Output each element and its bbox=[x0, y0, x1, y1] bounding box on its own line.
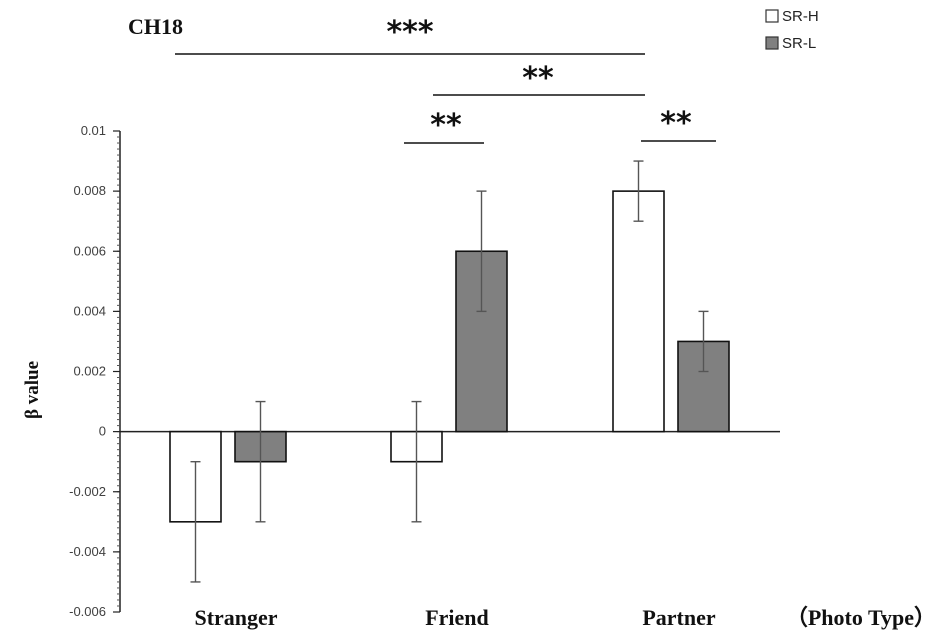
x-axis-label: （Photo Type） bbox=[786, 605, 936, 630]
significance-label: ** bbox=[430, 108, 462, 143]
significance-markers: ******* ** bbox=[175, 15, 716, 144]
y-tick-label: -0.002 bbox=[69, 484, 106, 499]
significance-label: ** bbox=[660, 106, 692, 141]
x-tick-label: Partner bbox=[642, 605, 716, 630]
legend-label: SR-L bbox=[782, 35, 816, 52]
bar-sr-h-partner bbox=[612, 190, 665, 433]
significance-label: ** bbox=[522, 61, 554, 96]
y-tick-label: -0.004 bbox=[69, 544, 106, 559]
y-axis-label: β value bbox=[22, 361, 43, 419]
x-tick-label: Friend bbox=[425, 605, 489, 630]
y-tick-label: 0 bbox=[99, 424, 106, 439]
legend: SR-H SR-L bbox=[765, 8, 819, 52]
chart-bars: Stranger Friend Partner bbox=[169, 160, 730, 630]
significance-label: *** bbox=[386, 15, 433, 50]
legend-swatch bbox=[765, 36, 779, 50]
y-tick-label: 0.004 bbox=[73, 303, 106, 318]
y-tick-label: 0.008 bbox=[73, 183, 106, 198]
y-tick-label: -0.006 bbox=[69, 604, 106, 619]
chart-title: CH18 bbox=[128, 14, 183, 39]
x-tick-label: Stranger bbox=[194, 605, 277, 630]
legend-label: SR-H bbox=[782, 8, 819, 25]
chart-axes: -0.006 -0.004 -0.002 0 0.002 0.004 0.006 0.008 0… bbox=[69, 123, 780, 619]
y-tick-label: 0.006 bbox=[73, 243, 106, 258]
legend-swatch bbox=[765, 9, 779, 23]
y-tick-label: 0.002 bbox=[73, 364, 106, 379]
y-tick-label: 0.01 bbox=[81, 123, 106, 138]
